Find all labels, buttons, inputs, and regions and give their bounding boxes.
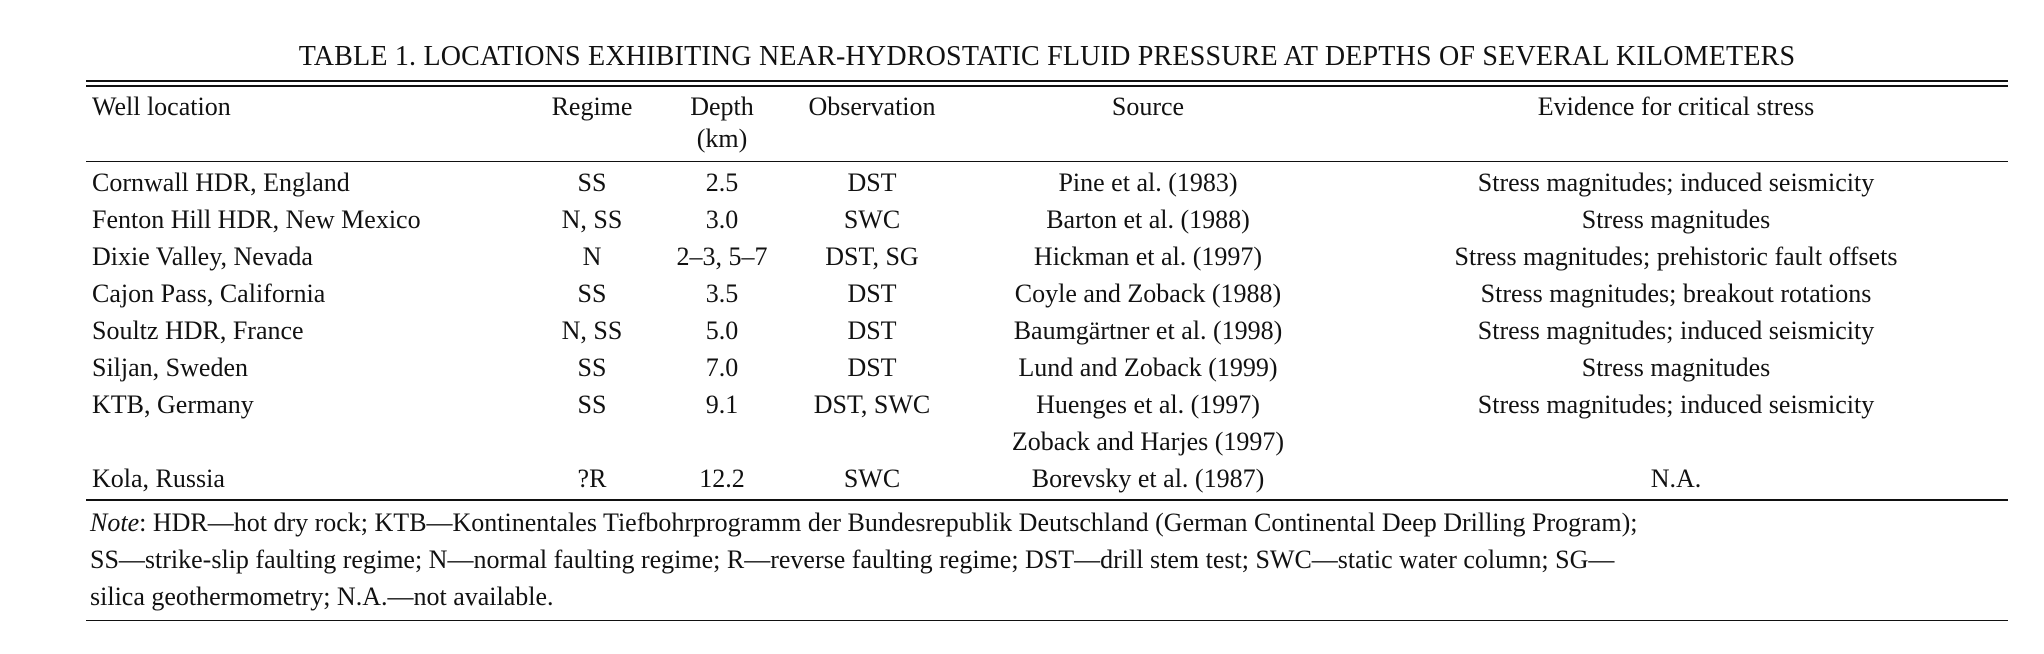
cell-well-location: Siljan, Sweden — [92, 353, 248, 382]
note-text: : HDR—hot dry rock; KTB—Kontinentales Ti… — [139, 507, 1638, 537]
cell-evidence: Stress magnitudes; breakout rotations — [1480, 279, 1872, 308]
header-depth-line1: Depth — [690, 91, 754, 121]
table-row: Fenton Hill HDR, New Mexico N, SS 3.0 SWC Ba… — [86, 201, 2008, 238]
cell-observation: DST, SWC — [813, 390, 931, 419]
note-line: silica geothermometry; N.A.—not availabl… — [90, 581, 554, 611]
cell-evidence: Stress magnitudes — [1581, 353, 1771, 382]
cell-well-location: Soultz HDR, France — [92, 316, 304, 345]
source-line: Zoback and Harjes (1997) — [1011, 427, 1285, 456]
source-line: Barton et al. (1988) — [1046, 205, 1250, 234]
cell-source: Borevsky et al. (1987) — [952, 460, 1344, 499]
table-row: Dixie Valley, Nevada N 2–3, 5–7 DST, SG Hick… — [86, 238, 2008, 275]
cell-depth: 2.5 — [705, 168, 739, 197]
source-line: Hickman et al. (1997) — [1033, 242, 1263, 271]
header-depth: Depth (km) — [652, 87, 792, 161]
cell-well-location: Cornwall HDR, England — [92, 168, 350, 197]
body-rule — [86, 499, 2008, 501]
cell-regime: N, SS — [561, 205, 623, 234]
table-row: Cajon Pass, California SS 3.5 DST Coyle and … — [86, 275, 2008, 312]
cell-depth: 3.5 — [705, 279, 739, 308]
cell-depth: 12.2 — [699, 464, 745, 493]
table-body: Cornwall HDR, England SS 2.5 DST Pine et al.… — [86, 162, 2008, 499]
cell-evidence: Stress magnitudes; induced seismicity — [1477, 390, 1875, 419]
table-note: Note: HDR—hot dry rock; KTB—Kontinentale… — [86, 501, 2008, 620]
source-line: Borevsky et al. (1987) — [1031, 464, 1265, 493]
table-row: Kola, Russia ?R 12.2 SWC Borevsky et al. (19… — [86, 460, 2008, 499]
cell-regime: SS — [577, 279, 607, 308]
cell-source: Barton et al. (1988) — [952, 201, 1344, 238]
table-row: Cornwall HDR, England SS 2.5 DST Pine et al.… — [86, 162, 2008, 201]
cell-evidence: Stress magnitudes; induced seismicity — [1477, 316, 1875, 345]
cell-well-location: KTB, Germany — [92, 390, 254, 419]
source-line: Lund and Zoback (1999) — [1018, 353, 1278, 382]
cell-regime: ?R — [577, 464, 607, 493]
table-figure: TABLE 1. LOCATIONS EXHIBITING NEAR-HYDRO… — [86, 40, 2008, 621]
cell-observation: SWC — [843, 464, 901, 493]
cell-regime: SS — [577, 353, 607, 382]
cell-source: Pine et al. (1983) — [952, 162, 1344, 201]
cell-observation: DST — [847, 353, 897, 382]
header-row: Well location Regime Depth (km) Observat… — [86, 87, 2008, 161]
cell-depth: 9.1 — [705, 390, 739, 419]
cell-well-location: Kola, Russia — [92, 464, 225, 493]
cell-evidence: Stress magnitudes; prehistoric fault off… — [1454, 242, 1898, 271]
header-source: Source — [1111, 91, 1185, 121]
cell-observation: DST, SG — [825, 242, 919, 271]
cell-observation: SWC — [843, 205, 901, 234]
header-well-location: Well location — [92, 91, 231, 121]
cell-regime: N, SS — [561, 316, 623, 345]
cell-regime: SS — [577, 168, 607, 197]
cell-depth: 2–3, 5–7 — [676, 242, 768, 271]
source-line: Baumgärtner et al. (1998) — [1013, 316, 1283, 345]
cell-observation: DST — [847, 279, 897, 308]
cell-well-location: Cajon Pass, California — [92, 279, 326, 308]
cell-source: Baumgärtner et al. (1998) — [952, 312, 1344, 349]
cell-source: Lund and Zoback (1999) — [952, 349, 1344, 386]
cell-observation: DST — [847, 168, 897, 197]
data-table-body: Cornwall HDR, England SS 2.5 DST Pine et al.… — [86, 162, 2008, 499]
top-rule-secondary — [86, 85, 2008, 87]
header-evidence: Evidence for critical stress — [1537, 91, 1815, 121]
cell-observation: DST — [847, 316, 897, 345]
table-row: KTB, Germany SS 9.1 DST, SWC Huenges et al. … — [86, 386, 2008, 460]
cell-depth: 7.0 — [705, 353, 739, 382]
note-line: Note: HDR—hot dry rock; KTB—Kontinentale… — [90, 504, 2004, 541]
table-caption: TABLE 1. LOCATIONS EXHIBITING NEAR-HYDRO… — [298, 41, 1796, 72]
table-row: Soultz HDR, France N, SS 5.0 DST Baumgärtner… — [86, 312, 2008, 349]
header-regime: Regime — [551, 91, 633, 121]
cell-evidence: N.A. — [1650, 464, 1702, 493]
cell-source: Coyle and Zoback (1988) — [952, 275, 1344, 312]
cell-evidence: Stress magnitudes; induced seismicity — [1477, 168, 1875, 197]
note-label: Note — [90, 507, 140, 537]
data-table: Well location Regime Depth (km) Observat… — [86, 87, 2008, 161]
table-header: Well location Regime Depth (km) Observat… — [86, 87, 2008, 161]
header-depth-unit: (km) — [696, 123, 748, 153]
source-line: Coyle and Zoback (1988) — [1014, 279, 1282, 308]
cell-depth: 5.0 — [705, 316, 739, 345]
source-line: Huenges et al. (1997) — [1036, 390, 1260, 419]
table-row: Siljan, Sweden SS 7.0 DST Lund and Zoback (1… — [86, 349, 2008, 386]
cell-source: Huenges et al. (1997) Zoback and Harjes (… — [952, 386, 1344, 460]
cell-evidence: Stress magnitudes — [1581, 205, 1771, 234]
note-line: SS—strike-slip faulting regime; N—normal… — [90, 544, 1615, 574]
cell-well-location: Dixie Valley, Nevada — [92, 242, 313, 271]
header-observation: Observation — [808, 91, 936, 121]
source-line: Pine et al. (1983) — [1058, 168, 1238, 197]
top-rule — [86, 80, 2008, 82]
cell-source: Hickman et al. (1997) — [952, 238, 1344, 275]
cell-regime: N — [582, 242, 602, 271]
bottom-rule — [86, 619, 2008, 621]
cell-regime: SS — [577, 390, 607, 419]
cell-well-location: Fenton Hill HDR, New Mexico — [92, 205, 421, 234]
cell-depth: 3.0 — [705, 205, 739, 234]
header-rule — [86, 160, 2008, 162]
